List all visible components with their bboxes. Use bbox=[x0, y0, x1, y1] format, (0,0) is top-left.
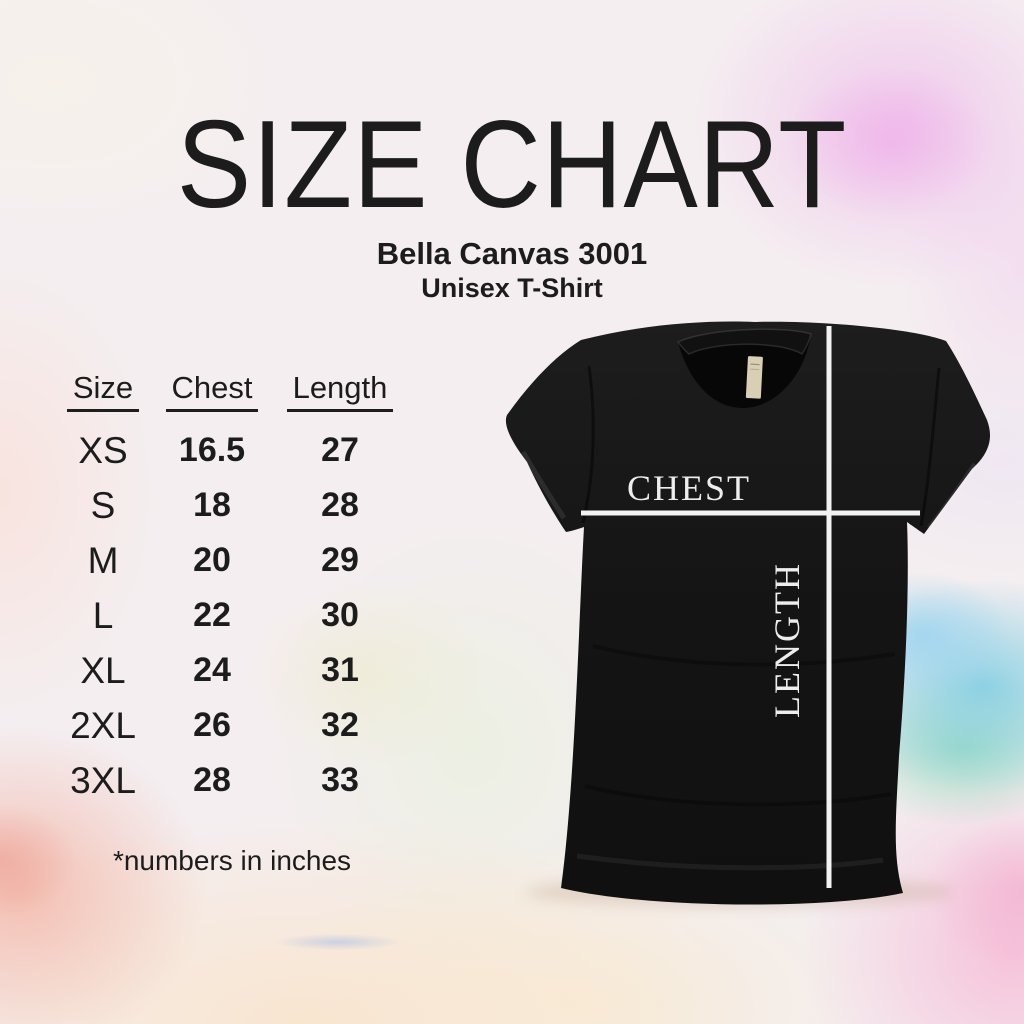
chest-cell: 16.5 bbox=[178, 431, 246, 469]
units-footnote: *numbers in inches bbox=[112, 845, 352, 876]
shirt-collar bbox=[676, 328, 812, 408]
chest-cell: 24 bbox=[193, 651, 231, 689]
chest-measure-label: CHEST bbox=[627, 468, 751, 508]
size-cell: S bbox=[90, 484, 116, 526]
length-cell: 27 bbox=[321, 431, 359, 469]
size-table: Size Chest Length XS 16.5 27 S 18 28 M 2… bbox=[55, 359, 407, 808]
length-cell: 31 bbox=[321, 651, 359, 689]
size-cell: M bbox=[87, 539, 119, 581]
length-cell: 32 bbox=[321, 706, 359, 744]
size-cell: 2XL bbox=[70, 704, 136, 746]
column-header-size: Size bbox=[66, 370, 140, 412]
shirt-cuff-folds bbox=[520, 450, 978, 530]
chest-cell: 28 bbox=[193, 761, 231, 799]
tshirt-photo: CHEST LENGTH bbox=[505, 321, 991, 907]
length-cell: 29 bbox=[321, 541, 359, 579]
column-header-chest: Chest bbox=[165, 370, 259, 412]
chest-cell: 22 bbox=[193, 596, 231, 634]
length-cell: 30 bbox=[321, 596, 359, 634]
length-measure-label: LENGTH bbox=[767, 562, 807, 718]
shirt-wrinkles bbox=[576, 644, 896, 871]
chest-cell: 18 bbox=[193, 486, 231, 524]
length-cell: 33 bbox=[321, 761, 359, 799]
page-title: SIZE CHART bbox=[176, 96, 848, 234]
neck-tag bbox=[745, 356, 763, 399]
size-cell: 3XL bbox=[70, 759, 136, 801]
chest-cell: 20 bbox=[193, 541, 231, 579]
product-subtitle: Unisex T-Shirt bbox=[421, 273, 603, 303]
size-cell: L bbox=[92, 594, 114, 636]
column-header-length: Length bbox=[286, 370, 394, 412]
length-cell: 28 bbox=[321, 486, 359, 524]
brand-subtitle: Bella Canvas 3001 bbox=[376, 236, 648, 271]
size-cell: XL bbox=[80, 649, 126, 691]
shirt-body bbox=[505, 321, 991, 905]
size-cell: XS bbox=[78, 429, 128, 471]
chest-cell: 26 bbox=[193, 706, 231, 744]
